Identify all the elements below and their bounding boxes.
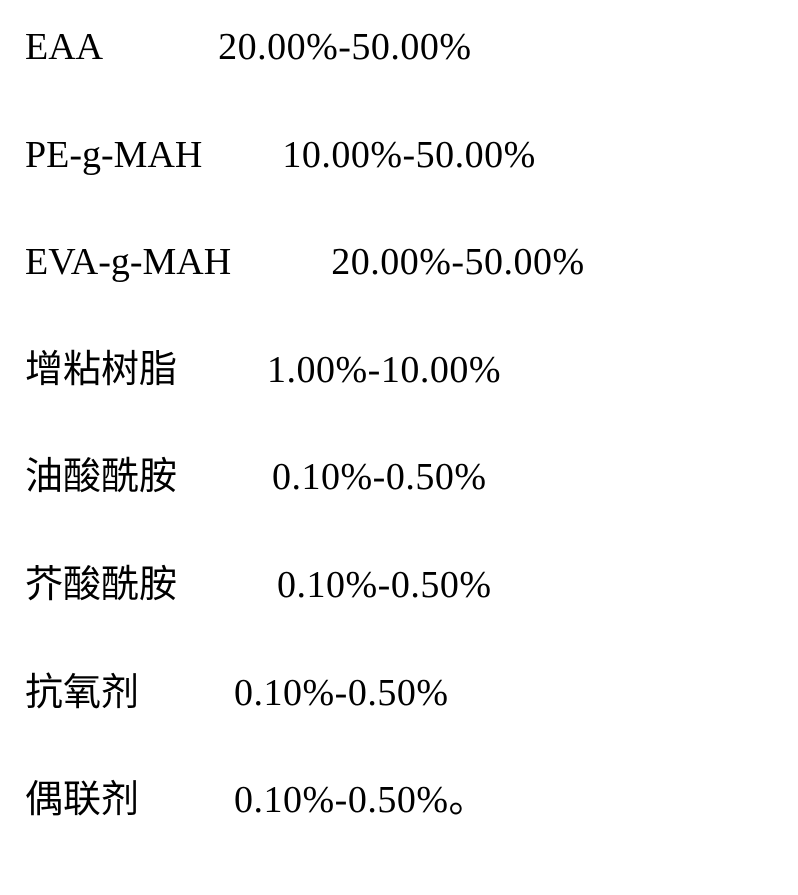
composition-row: 芥酸酰胺 0.10%-0.50% (25, 563, 773, 609)
composition-row: EAA 20.00%-50.00% (25, 25, 773, 71)
composition-row: 抗氧剂 0.10%-0.50% (25, 671, 773, 717)
component-range: 0.10%-0.50%。 (234, 778, 487, 824)
component-name: 抗氧剂 (25, 671, 139, 717)
component-range: 0.10%-0.50% (277, 563, 491, 609)
component-name: 增粘树脂 (25, 348, 177, 394)
component-range: 0.10%-0.50% (272, 455, 486, 501)
composition-row: 增粘树脂 1.00%-10.00% (25, 348, 773, 394)
component-range: 20.00%-50.00% (331, 240, 584, 286)
composition-row: 油酸酰胺 0.10%-0.50% (25, 455, 773, 501)
composition-row: 偶联剂 0.10%-0.50%。 (25, 778, 773, 824)
composition-row: PE-g-MAH 10.00%-50.00% (25, 133, 773, 179)
component-name: 偶联剂 (25, 778, 139, 824)
composition-row: EVA-g-MAH 20.00%-50.00% (25, 240, 773, 286)
component-name: 油酸酰胺 (25, 455, 177, 501)
component-name: PE-g-MAH (25, 133, 202, 179)
composition-list: EAA 20.00%-50.00% PE-g-MAH 10.00%-50.00%… (25, 25, 773, 824)
component-range: 0.10%-0.50% (234, 671, 448, 717)
component-range: 1.00%-10.00% (267, 348, 501, 394)
component-name: EVA-g-MAH (25, 240, 231, 286)
component-range: 20.00%-50.00% (218, 25, 471, 71)
component-name: 芥酸酰胺 (25, 563, 177, 609)
component-range: 10.00%-50.00% (282, 133, 535, 179)
component-name: EAA (25, 25, 103, 71)
